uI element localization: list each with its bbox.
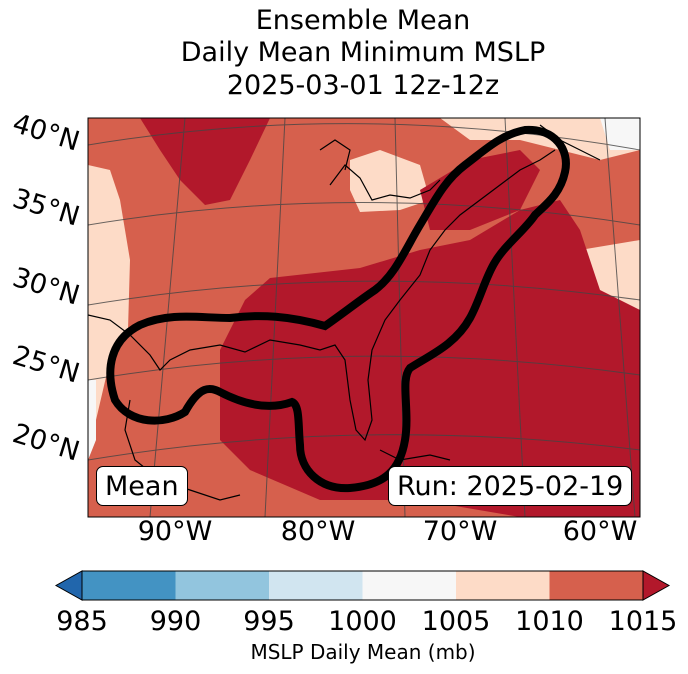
colorbar-segment (456, 571, 550, 600)
field-pale-west (88, 380, 96, 460)
colorbar-segment (549, 571, 644, 600)
map-field (88, 118, 640, 517)
contour-line (106, 125, 570, 493)
mean-label: Mean (96, 466, 188, 506)
field-light-northeast (440, 118, 640, 160)
lon-label-90w: 90°W (137, 516, 213, 547)
lon-label-80w: 80°W (280, 516, 356, 547)
colorbar-segment (269, 571, 363, 600)
colorbar-tick-label: 995 (243, 606, 295, 637)
map-frame (87, 117, 641, 518)
colorbar-tick-label: 985 (56, 606, 108, 637)
title-line-2: Daily Mean Minimum MSLP (180, 37, 546, 68)
run-date-label: Run: 2025-02-19 (388, 466, 633, 506)
colorbar-tick-label: 990 (149, 606, 202, 637)
colorbar-segment (82, 571, 176, 600)
colorbar-segment (362, 571, 457, 600)
lon-label-70w: 70°W (422, 516, 498, 547)
field-deep-north (140, 118, 270, 205)
colorbar-tick-label: 1015 (608, 606, 678, 637)
title-line-3: 2025-03-01 12z-12z (226, 70, 500, 101)
colorbar-segments (54, 570, 671, 601)
colorbar-frame (81, 570, 644, 601)
colorbar-label: MSLP Daily Mean (mb) (250, 640, 476, 664)
colorbar-segment (175, 571, 270, 600)
colorbar-tick-label: 1000 (328, 606, 397, 637)
lon-label-60w: 60°W (562, 516, 638, 547)
colorbar-tick-label: 1005 (421, 606, 491, 637)
gridlines (88, 118, 640, 517)
title-line-1: Ensemble Mean (255, 5, 471, 36)
colorbar-extend-low (54, 570, 83, 601)
field-pale-northeast (600, 118, 640, 150)
field-light-west (88, 165, 130, 440)
colorbar-extend-high (642, 570, 671, 601)
colorbar-tick-label: 1010 (515, 606, 584, 637)
